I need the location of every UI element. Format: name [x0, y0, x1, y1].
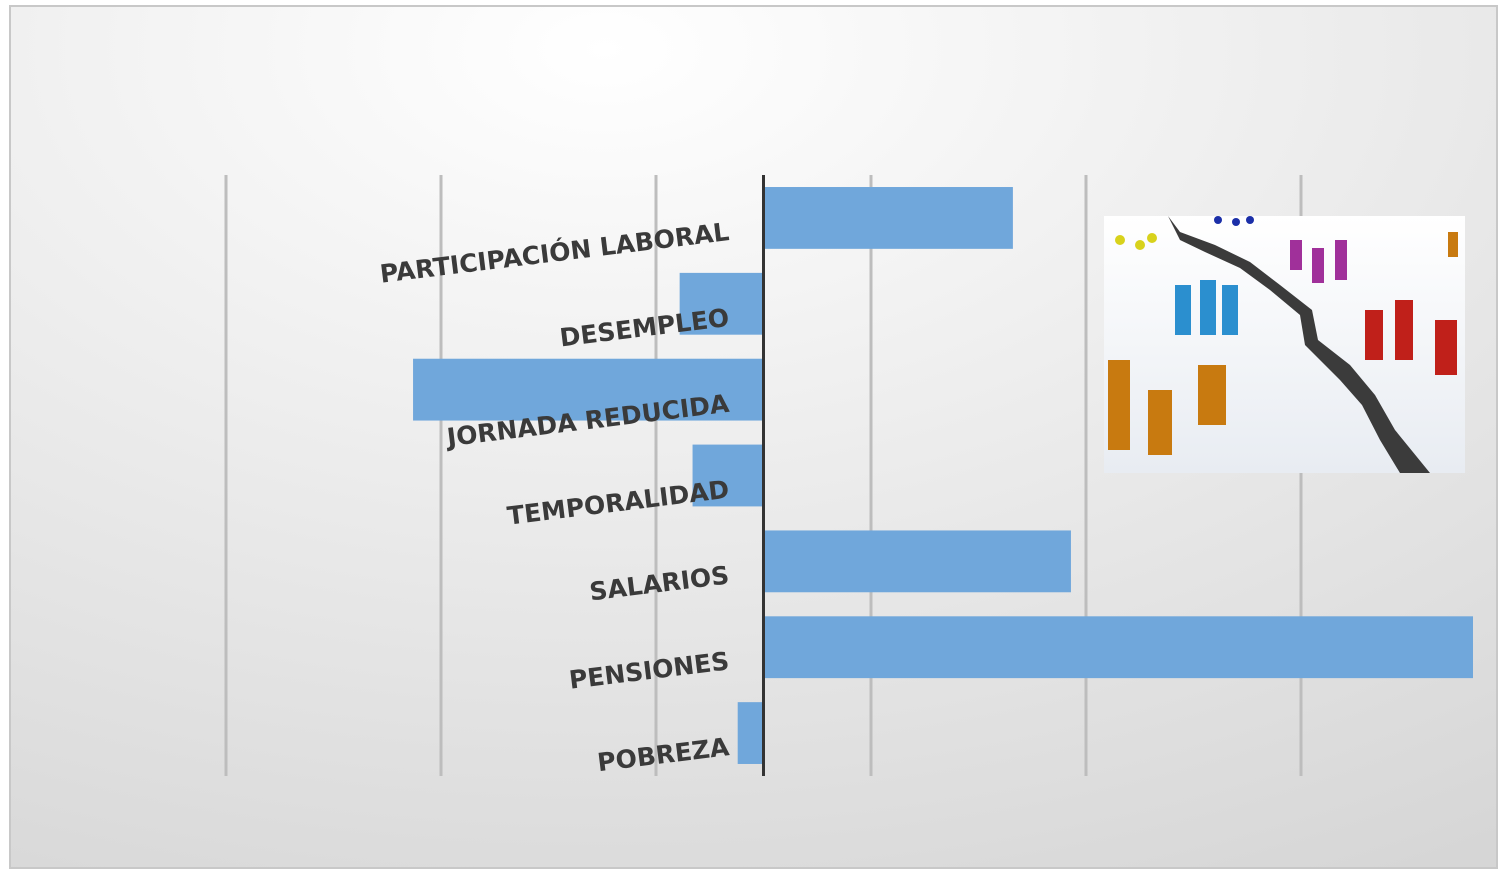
- bar: [764, 187, 1013, 249]
- illustration: [1104, 216, 1465, 473]
- bar: [764, 616, 1474, 678]
- bar: [738, 702, 764, 764]
- bar: [764, 530, 1071, 592]
- chart: PARTICIPACIÓN LABORALDESEMPLEOJORNADA RE…: [0, 0, 1500, 869]
